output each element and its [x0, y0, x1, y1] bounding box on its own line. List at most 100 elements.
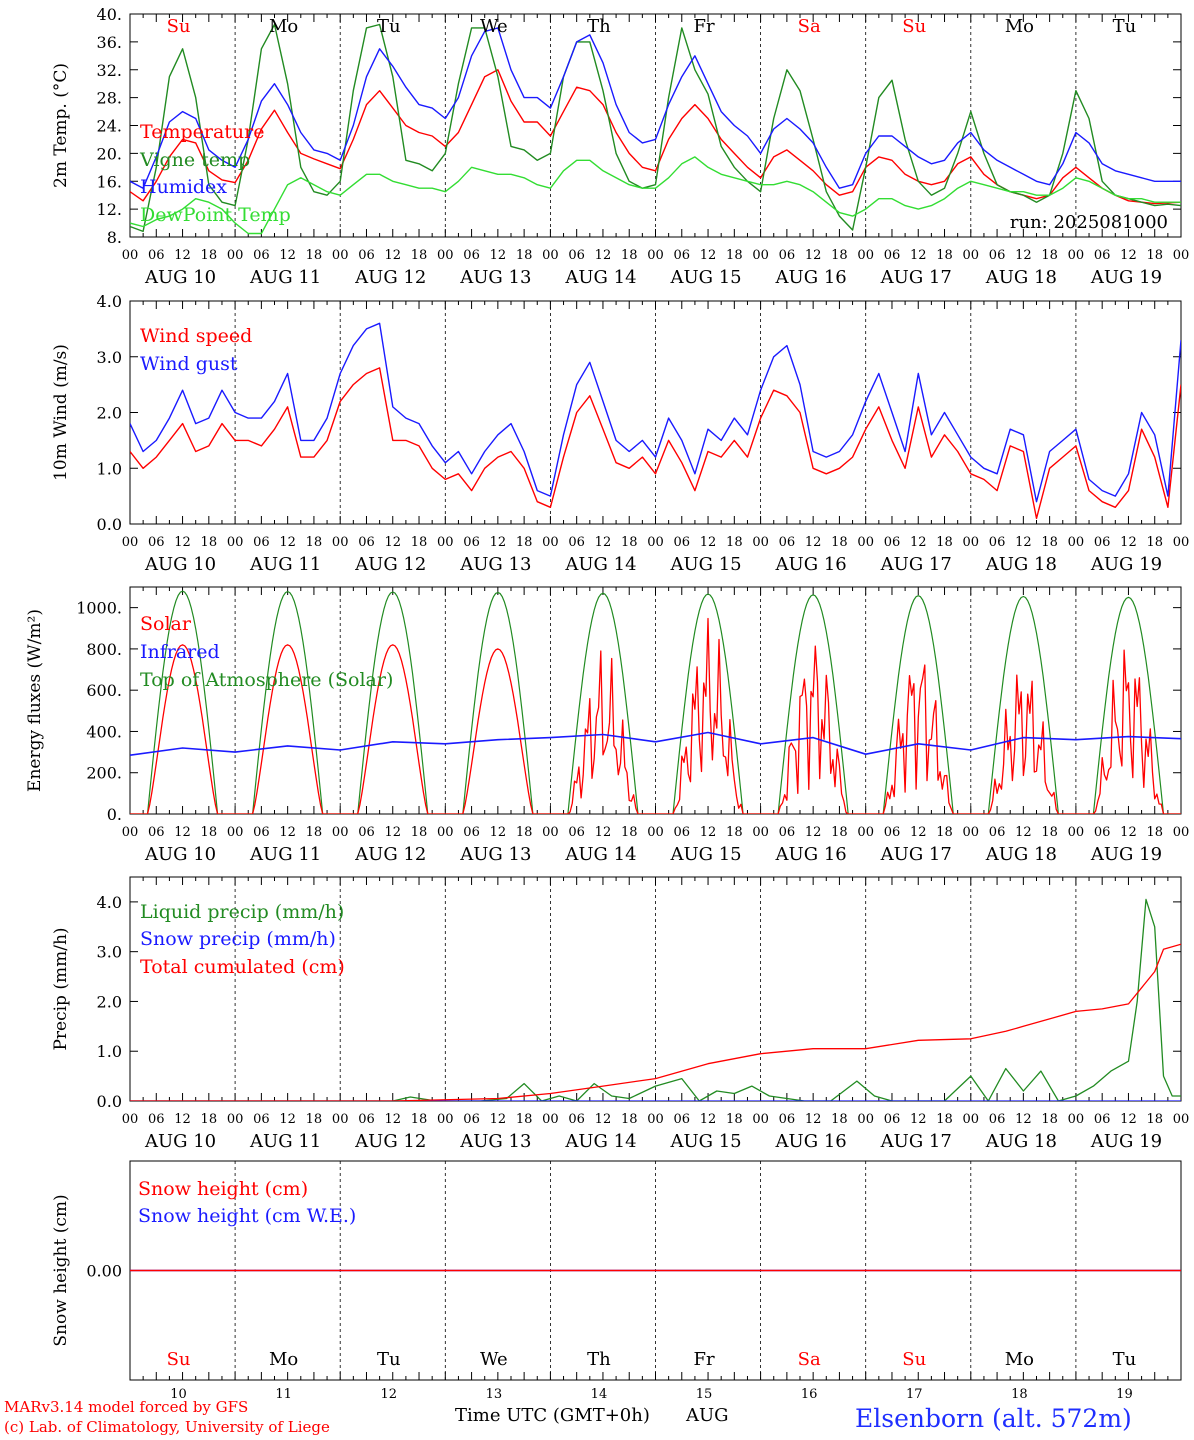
legend-entry: Snow precip (mm/h)	[140, 928, 336, 950]
station-label: Elsenborn (alt. 572m)	[855, 1404, 1132, 1433]
hour-tick-label: 12	[490, 825, 507, 840]
hour-tick-label: 12	[384, 535, 401, 550]
hour-tick-label: 18	[1146, 825, 1163, 840]
hour-tick-label: 06	[989, 535, 1006, 550]
legend-entry: Vigne temp	[139, 149, 250, 171]
hour-tick-label: 12	[910, 825, 927, 840]
series-light_green	[130, 156, 1181, 235]
date-label: AUG 13	[459, 554, 531, 575]
panel-frame	[129, 300, 1182, 525]
y-tick-label: 28.	[97, 89, 122, 108]
day-number-label: 12	[380, 1387, 397, 1402]
hour-tick-label: 12	[910, 1112, 927, 1127]
series-infrared	[130, 731, 1181, 756]
hour-tick-label: 12	[279, 535, 296, 550]
y-tick-label: 400.	[86, 722, 122, 741]
day-of-week-label: Mo	[1005, 1349, 1034, 1370]
hour-tick-label: 12	[1120, 535, 1137, 550]
panel-5: 0.00 Snow height (cm) Snow height (cm) Snow…	[51, 1160, 1182, 1381]
hour-tick-label: 06	[779, 248, 796, 263]
y-tick-label: 0.0	[97, 1092, 122, 1111]
hour-tick-label: 12	[910, 535, 927, 550]
day-of-week-label: Su	[902, 1349, 926, 1370]
hour-tick-label: 06	[1094, 248, 1111, 263]
day-number-label: 19	[1116, 1387, 1133, 1402]
series-green	[130, 23, 1181, 233]
hour-tick-label: 18	[411, 825, 428, 840]
hour-tick-label: 00	[1173, 1112, 1190, 1127]
hour-tick-label: 06	[674, 1112, 691, 1127]
day-number-label: 13	[486, 1387, 503, 1402]
hour-tick-label: 18	[621, 1112, 638, 1127]
hour-tick-label: 18	[621, 825, 638, 840]
date-label: AUG 17	[880, 844, 952, 865]
hour-tick-label: 06	[884, 535, 901, 550]
legend-entry: Solar	[140, 613, 192, 635]
hour-tick-label: 06	[884, 1112, 901, 1127]
y-tick-label: 0.00	[86, 1262, 122, 1281]
hour-tick-label: 18	[516, 825, 533, 840]
legend-entry: Temperature	[140, 121, 264, 143]
date-label: AUG 12	[354, 267, 426, 288]
hour-tick-label: 06	[568, 1112, 585, 1127]
hour-tick-label: 06	[463, 248, 480, 263]
y-tick-label: 2.0	[97, 992, 122, 1011]
hour-tick-label: 12	[595, 825, 612, 840]
date-label: AUG 19	[1090, 1131, 1162, 1152]
day-of-week-label: Su	[902, 16, 926, 37]
day-of-week-label: We	[480, 16, 508, 37]
date-label: AUG 10	[144, 267, 216, 288]
hour-tick-label: 18	[201, 248, 218, 263]
hour-tick-label: 12	[595, 1112, 612, 1127]
hour-tick-label: 18	[726, 248, 743, 263]
hour-tick-label: 06	[674, 535, 691, 550]
hour-tick-label: 00	[332, 1112, 349, 1127]
date-label: AUG 18	[985, 1131, 1057, 1152]
hour-tick-label: 18	[1041, 1112, 1058, 1127]
hour-tick-label: 00	[963, 1112, 980, 1127]
hour-tick-label: 06	[1094, 1112, 1111, 1127]
hour-tick-label: 12	[1120, 1112, 1137, 1127]
day-of-week-label: Su	[167, 16, 191, 37]
hour-tick-label: 00	[857, 1112, 874, 1127]
hour-tick-label: 12	[490, 1112, 507, 1127]
date-label: AUG 19	[1090, 554, 1162, 575]
hour-tick-label: 06	[568, 248, 585, 263]
credit-line-2: (c) Lab. of Climatology, University of L…	[4, 1418, 330, 1436]
date-label: AUG 10	[144, 554, 216, 575]
series-group	[130, 898, 1181, 1101]
y-tick-label: 12.	[97, 200, 122, 219]
hour-tick-label: 00	[122, 1112, 139, 1127]
day-of-week-label: Mo	[269, 16, 298, 37]
date-label: AUG 14	[564, 554, 636, 575]
hour-tick-label: 12	[1120, 248, 1137, 263]
y-axis-label: Energy fluxes (W/m²)	[25, 609, 45, 792]
day-number-label: 10	[170, 1387, 187, 1402]
y-tick-label: 4.0	[97, 292, 122, 311]
hour-tick-label: 00	[542, 248, 559, 263]
date-label: AUG 10	[144, 844, 216, 865]
hour-tick-label: 00	[752, 535, 769, 550]
legend-entry: Infrared	[140, 641, 220, 663]
legend-entry: Humidex	[140, 176, 227, 198]
series-blue	[130, 27, 1181, 189]
hour-tick-label: 06	[568, 825, 585, 840]
date-label: AUG 18	[985, 267, 1057, 288]
panel-4: 0.0 1.0 2.0 3.0 4.0 Precip (mm/h) 00 06 12 18 AUG …	[51, 876, 1190, 1152]
date-label: AUG 15	[669, 554, 741, 575]
y-tick-label: 1.0	[97, 1042, 122, 1061]
hour-tick-label: 12	[805, 248, 822, 263]
hour-tick-label: 18	[306, 248, 323, 263]
hour-tick-label: 12	[805, 1112, 822, 1127]
legend-entry: Wind speed	[140, 325, 252, 347]
y-tick-label: 600.	[86, 681, 122, 700]
day-of-week-label: Sa	[798, 16, 821, 37]
date-label: AUG 18	[985, 844, 1057, 865]
date-label: AUG 16	[775, 267, 847, 288]
hour-tick-label: 06	[884, 248, 901, 263]
hour-tick-label: 00	[122, 535, 139, 550]
hour-tick-label: 12	[1015, 248, 1032, 263]
hour-tick-label: 18	[936, 1112, 953, 1127]
hour-tick-label: 00	[647, 825, 664, 840]
y-tick-label: 0.	[107, 805, 122, 824]
